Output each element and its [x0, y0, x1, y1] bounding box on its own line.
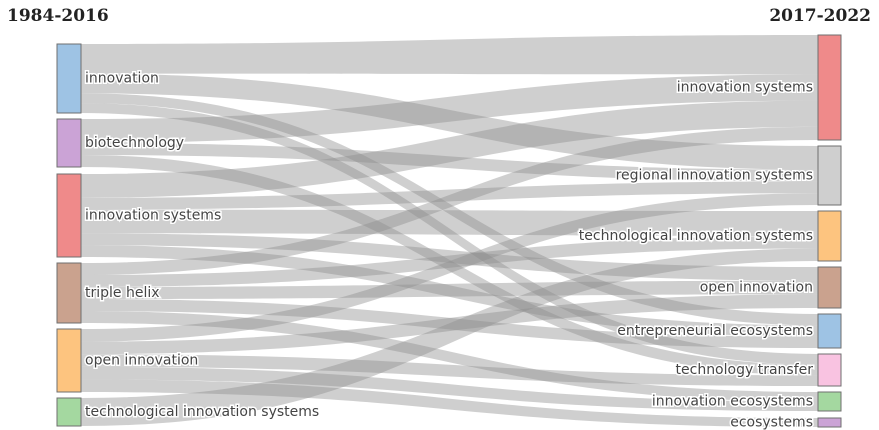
right-node-label-R5: entrepreneurial ecosystems: [617, 323, 813, 339]
left-node-L2: [57, 119, 81, 167]
right-node-R8: [818, 418, 841, 427]
right-node-label-R8: ecosystems: [730, 415, 813, 430]
right-node-R4: [818, 267, 841, 308]
left-node-label-L2: biotechnology: [85, 135, 184, 151]
left-node-L4: [57, 263, 81, 323]
right-node-label-R3: technological innovation systems: [579, 228, 813, 244]
left-node-label-L6: technological innovation systems: [85, 404, 319, 420]
left-node-L6: [57, 398, 81, 426]
right-node-label-R4: open innovation: [700, 280, 813, 296]
right-node-R5: [818, 314, 841, 348]
right-node-R2: [818, 146, 841, 205]
right-node-R6: [818, 354, 841, 386]
left-node-L1: [57, 44, 81, 113]
right-node-R7: [818, 392, 841, 411]
left-node-L3: [57, 174, 81, 257]
left-node-label-L3: innovation systems: [85, 208, 221, 224]
left-node-L5: [57, 329, 81, 392]
left-node-label-L1: innovation: [85, 71, 159, 87]
right-node-label-R2: regional innovation systems: [616, 168, 813, 184]
left-node-label-L4: triple helix: [85, 285, 160, 301]
right-node-R1: [818, 35, 841, 140]
left-node-label-L5: open innovation: [85, 353, 198, 369]
right-node-R3: [818, 211, 841, 261]
right-node-label-R6: technology transfer: [676, 362, 814, 378]
right-node-label-R1: innovation systems: [677, 80, 813, 96]
right-node-label-R7: innovation ecosystems: [652, 394, 813, 410]
flow-L1-to-R1: [81, 35, 818, 74]
